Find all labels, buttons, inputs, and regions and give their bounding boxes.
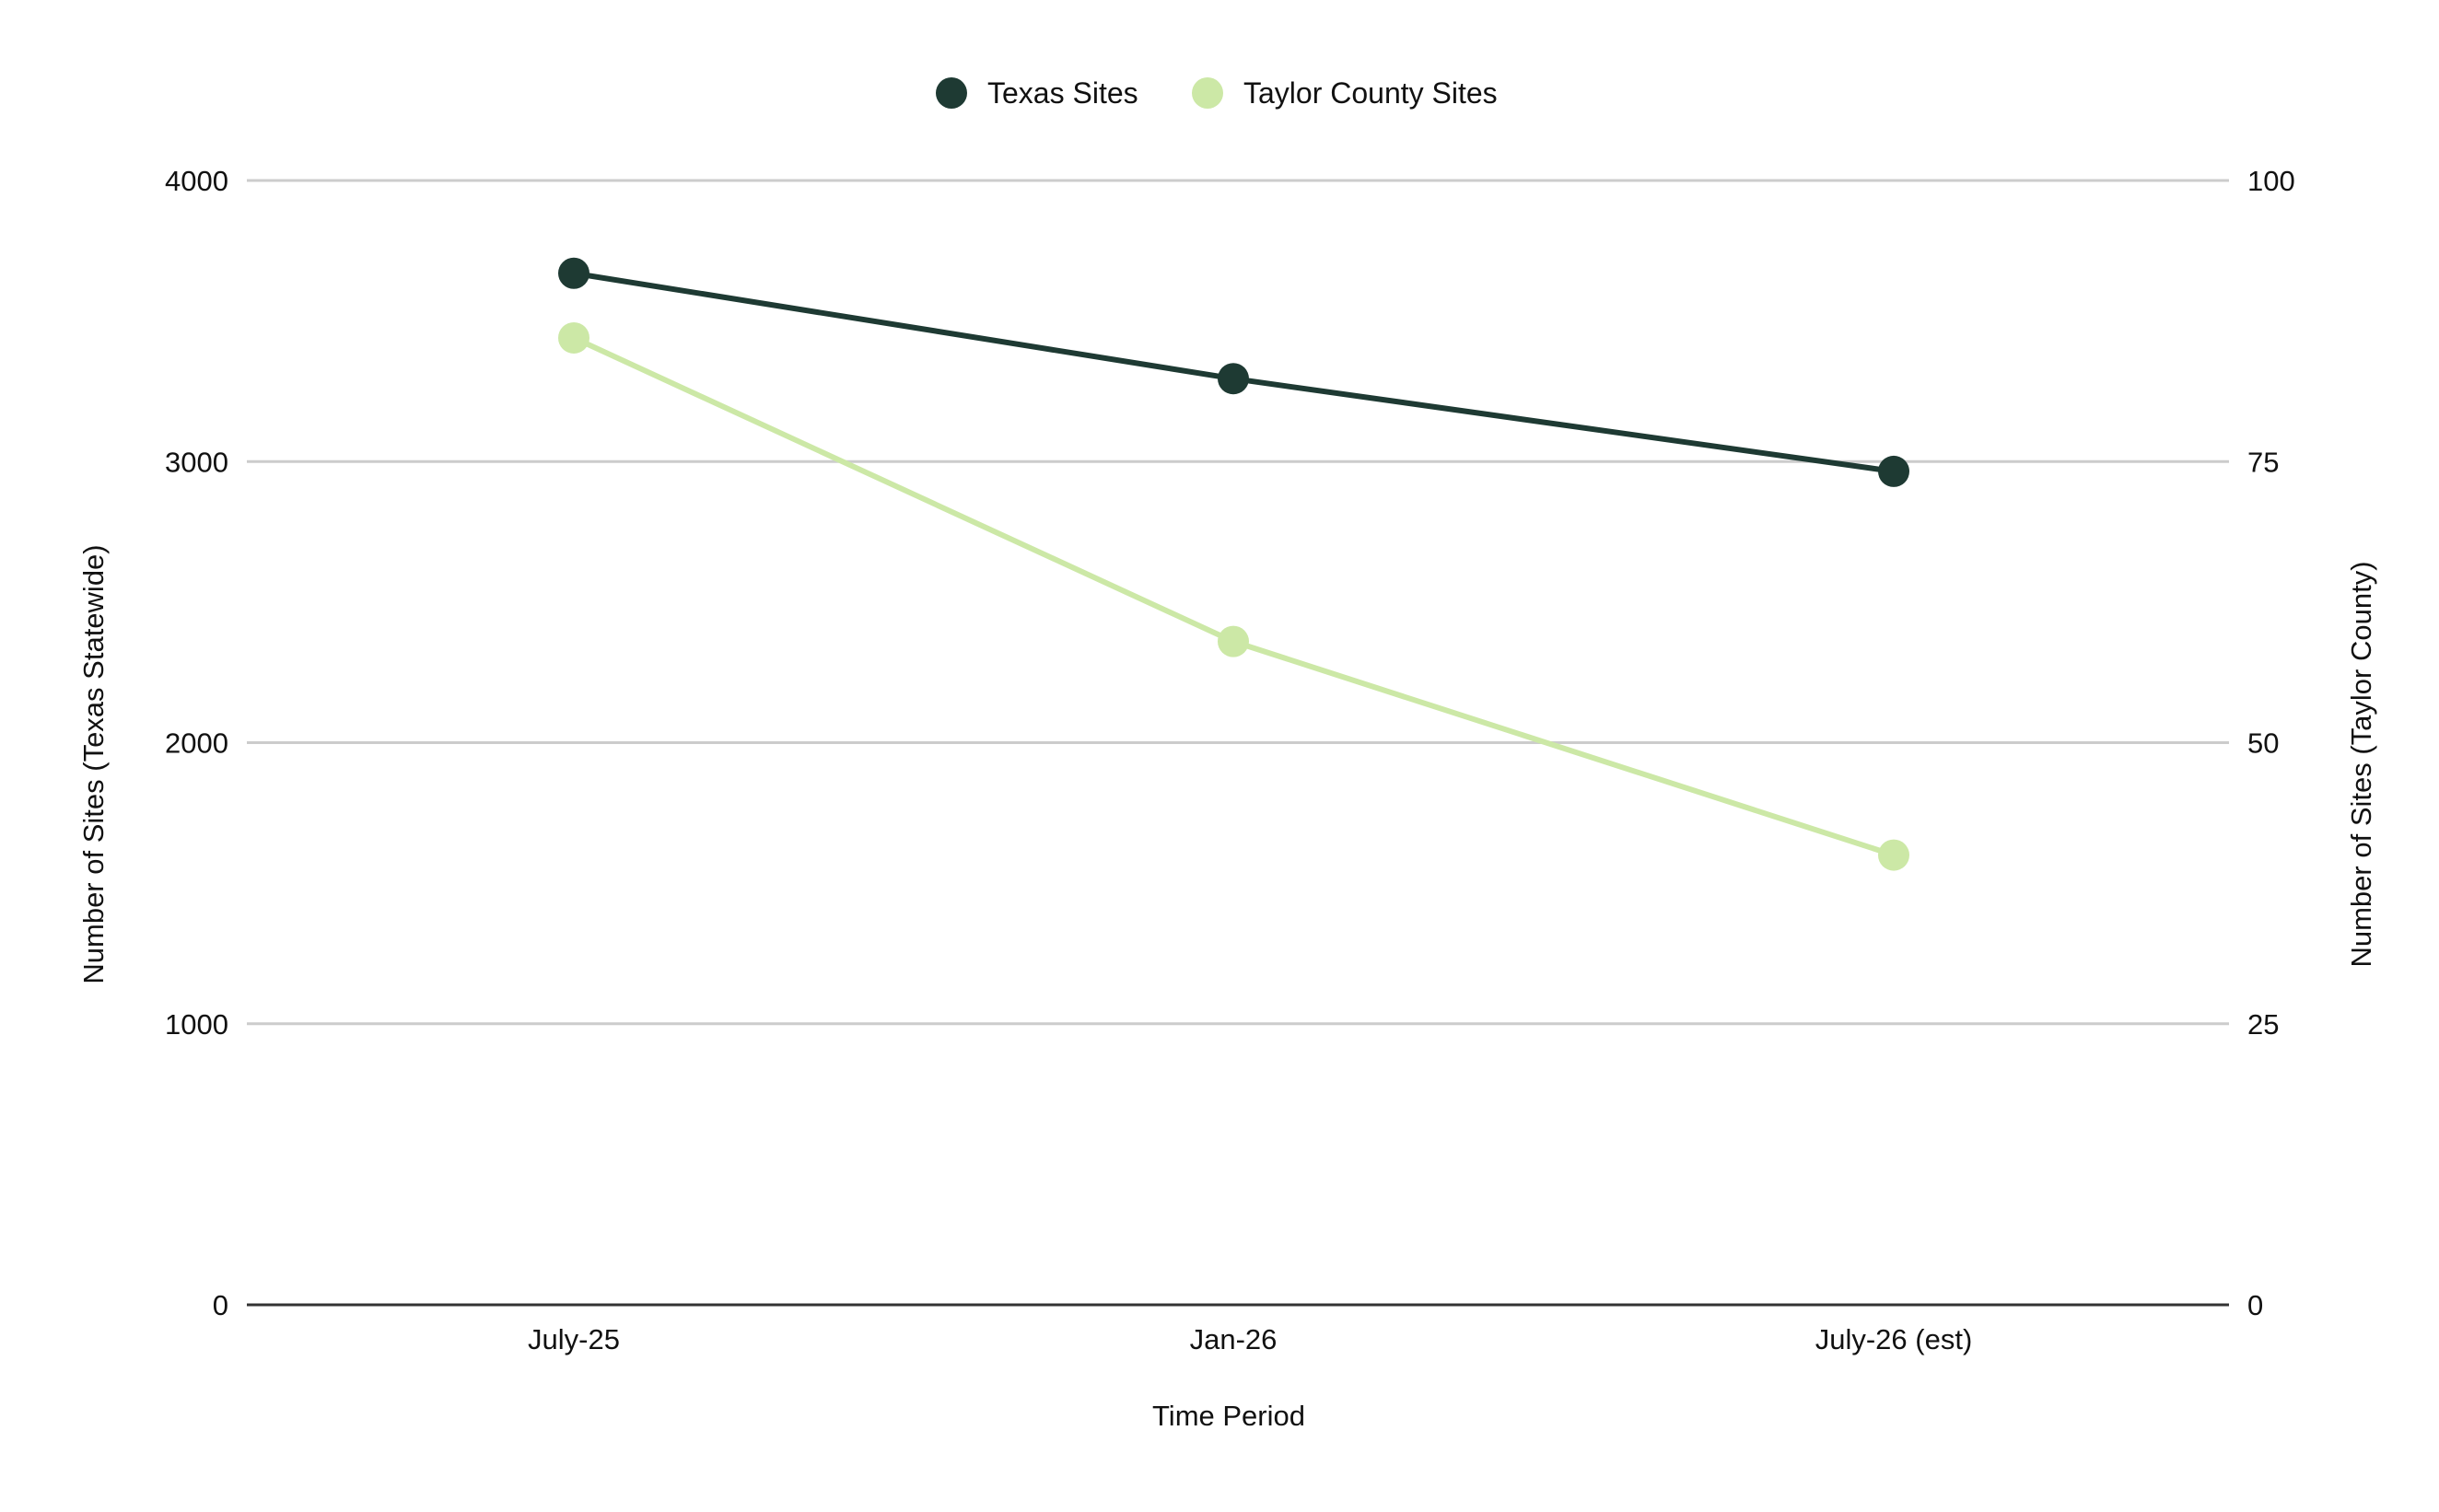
x-tick-label: Jan-26	[1190, 1323, 1278, 1355]
left-y-tick-label: 2000	[165, 727, 228, 760]
x-axis-title: Time Period	[1152, 1400, 1305, 1432]
legend: Texas Sites Taylor County Sites	[936, 76, 1498, 110]
series	[558, 257, 1909, 871]
axes: 0 1000 2000 3000 4000 0 25 50 75 100 July-25 Jan-26…	[165, 165, 2295, 1355]
right-y-tick-label: 0	[2247, 1289, 2263, 1321]
texas-sites-point	[1218, 363, 1249, 395]
left-y-axis-title: Number of Sites (Texas Statewide)	[77, 544, 110, 983]
taylor-county-sites-point	[1878, 839, 1909, 871]
left-y-tick-label: 0	[213, 1289, 228, 1321]
taylor-county-sites-point	[558, 321, 589, 354]
gridlines	[247, 179, 2229, 1026]
legend-swatch	[936, 77, 967, 109]
left-y-tick-label: 3000	[165, 446, 228, 478]
right-y-tick-label: 50	[2247, 727, 2279, 760]
legend-swatch	[1192, 77, 1223, 109]
legend-item-taylor-county-sites: Taylor County Sites	[1192, 76, 1498, 110]
right-y-axis-title: Number of Sites (Taylor County)	[2345, 561, 2377, 967]
legend-item-texas-sites: Texas Sites	[936, 76, 1138, 110]
left-y-tick-label: 1000	[165, 1008, 228, 1041]
legend-label: Texas Sites	[987, 76, 1138, 110]
right-y-tick-label: 25	[2247, 1008, 2279, 1041]
x-tick-label: July-26 (est)	[1815, 1323, 1973, 1355]
texas-sites-point	[1878, 455, 1909, 487]
right-y-tick-label: 75	[2247, 446, 2279, 478]
x-tick-label: July-25	[528, 1323, 620, 1355]
texas-sites-point	[558, 257, 589, 289]
legend-label: Taylor County Sites	[1243, 76, 1498, 110]
taylor-county-sites-point	[1218, 625, 1249, 657]
right-y-tick-label: 100	[2247, 165, 2295, 197]
left-y-tick-label: 4000	[165, 165, 228, 197]
taylor-county-sites-line	[571, 334, 1896, 858]
